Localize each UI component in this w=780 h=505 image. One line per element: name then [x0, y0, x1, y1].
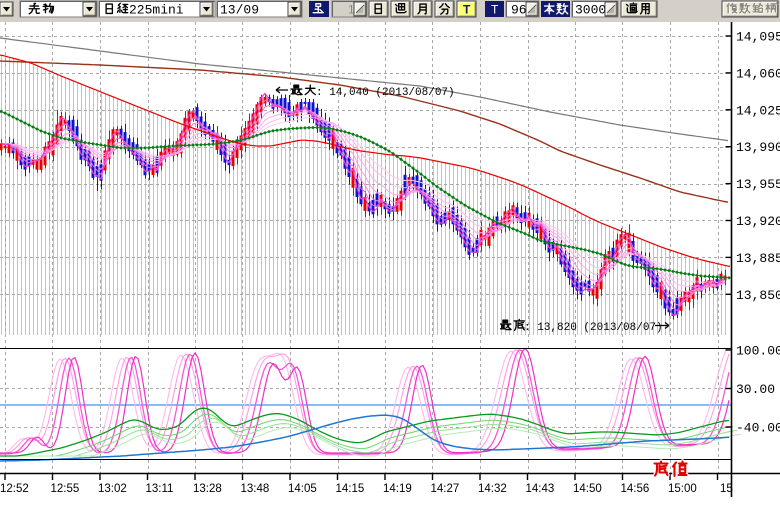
svg-text:13/09: 13/09: [220, 3, 259, 18]
svg-text:: 13,820 (2013/08/07): : 13,820 (2013/08/07): [524, 322, 663, 334]
svg-text:15:00: 15:00: [668, 483, 697, 495]
svg-text:13:11: 13:11: [146, 483, 174, 495]
svg-text:30.00: 30.00: [736, 382, 775, 397]
svg-text:13,990: 13,990: [736, 140, 780, 155]
svg-text:96: 96: [511, 3, 527, 18]
svg-text:14:50: 14:50: [573, 483, 602, 495]
svg-text:14:05: 14:05: [288, 483, 317, 495]
svg-text:14:32: 14:32: [478, 483, 507, 495]
svg-text:13:28: 13:28: [193, 483, 222, 495]
svg-text:1: 1: [348, 3, 355, 17]
svg-text:13,850: 13,850: [736, 288, 780, 303]
svg-text:: 14,040 (2013/08/07): : 14,040 (2013/08/07): [316, 87, 455, 99]
svg-text:13,955: 13,955: [736, 177, 780, 192]
svg-text:14,095: 14,095: [736, 30, 780, 45]
svg-text:13,885: 13,885: [736, 251, 780, 266]
svg-text:15: 15: [720, 483, 733, 495]
svg-text:100.00: 100.00: [736, 344, 780, 359]
svg-text:-40.00: -40.00: [736, 421, 780, 436]
svg-text:12:52: 12:52: [0, 483, 29, 495]
svg-text:13,920: 13,920: [736, 214, 780, 229]
svg-text:14:43: 14:43: [526, 483, 555, 495]
svg-text:T: T: [463, 3, 471, 17]
svg-text:14:27: 14:27: [431, 483, 460, 495]
svg-text:13:48: 13:48: [241, 483, 270, 495]
svg-text:12:55: 12:55: [51, 483, 80, 495]
svg-text:T: T: [491, 3, 499, 17]
svg-text:14:19: 14:19: [383, 483, 412, 495]
svg-text:14:56: 14:56: [621, 483, 650, 495]
svg-text:225mini: 225mini: [129, 3, 184, 18]
svg-text:14:15: 14:15: [336, 483, 365, 495]
svg-text:14,025: 14,025: [736, 103, 780, 118]
svg-text:13:02: 13:02: [98, 483, 127, 495]
svg-text:14,060: 14,060: [736, 66, 780, 81]
svg-text:3000: 3000: [575, 3, 606, 18]
